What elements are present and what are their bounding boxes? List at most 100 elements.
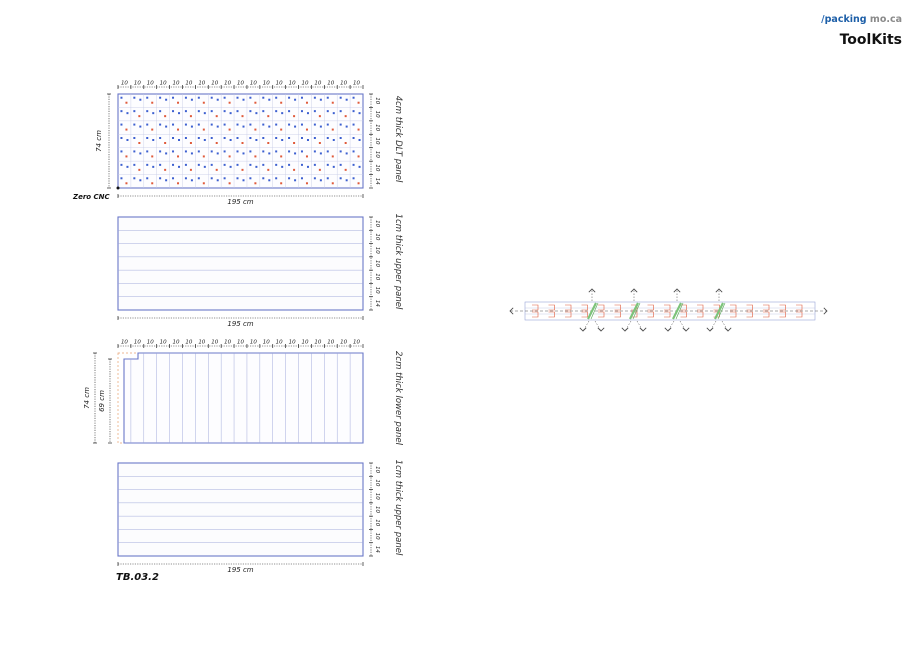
panel-upper-1-side-dim-label: 10: [374, 273, 380, 280]
panel-dlt-dowel-blue: [165, 98, 168, 101]
section-lift-arrow: [715, 288, 723, 293]
panel-dlt-dowel-red: [228, 182, 231, 185]
panel-dlt-dowel-blue: [236, 137, 239, 139]
panel-dlt-dowel-blue: [184, 150, 187, 153]
section-groove-edge: [675, 302, 684, 320]
panel-dlt-dowel-blue: [133, 163, 136, 166]
panel-dlt-dowel-red: [151, 182, 154, 185]
panel-dlt-dowel-red: [357, 101, 360, 104]
panel-dlt-dowel-blue: [262, 96, 265, 99]
panel-dlt-dowel-blue: [332, 165, 335, 168]
panel-dlt-dowel-blue: [133, 177, 136, 180]
panel-dlt-dowel-blue: [268, 98, 271, 101]
panel-dlt-dowel-blue: [159, 150, 162, 153]
panel-dlt-dowel-blue: [339, 137, 342, 139]
panel-dlt-dowel-blue: [294, 179, 297, 182]
panel-dlt-dowel-blue: [178, 112, 181, 115]
section-connector: [647, 304, 654, 318]
panel-dlt-dowel-blue: [159, 96, 162, 99]
panel-lower-top-dim-label: 10: [198, 340, 205, 346]
panel-dlt-dowel-blue: [172, 137, 175, 139]
panel-dlt-dowel-blue: [120, 96, 123, 99]
section-connector: [581, 304, 588, 318]
section-drop-line: [721, 320, 729, 332]
panel-dlt-dowel-red: [267, 142, 270, 144]
panel-dlt-top-dim-label: 10: [160, 81, 167, 87]
panel-dlt-top-dim-label: 10: [314, 81, 321, 87]
section-groove-edge: [717, 302, 726, 320]
panel-dlt-dowel-red: [318, 142, 321, 144]
panel-dlt-top-dim-label: 10: [276, 81, 283, 87]
panel-dlt-top-dim-label: 10: [173, 81, 180, 87]
panel-dlt-dowel-blue: [345, 152, 348, 155]
panel-dlt-dowel-blue: [229, 112, 232, 115]
panel-dlt-dowel-blue: [152, 165, 155, 168]
panel-dlt-dowel-blue: [288, 123, 291, 126]
panel-dlt-side-dim-label: 14: [374, 178, 380, 185]
panel-dlt-dowel-red: [241, 142, 244, 144]
panel-dlt-dowel-blue: [275, 110, 278, 113]
panel-dlt-zero-marker: [116, 186, 120, 190]
panel-dlt-dowel-blue: [345, 125, 348, 128]
panel-dlt-dowel-red: [293, 168, 296, 171]
panel-dlt-dowel-blue: [223, 96, 226, 99]
panel-dlt-dowel-blue: [255, 112, 258, 115]
panel-dlt-dowel-blue: [184, 177, 187, 180]
panel-lower-top-dim-label: 10: [314, 340, 321, 346]
panel-dlt-dowel-red: [344, 115, 347, 118]
panel-upper-2-title: 1cm thick upper panel: [393, 460, 403, 556]
panel-dlt-top-dim-label: 10: [121, 81, 128, 87]
panel-dlt-dowel-blue: [229, 139, 232, 141]
panel-dlt-dowel-red: [151, 155, 154, 158]
panel-dlt-dowel-blue: [294, 152, 297, 155]
panel-dlt-dowel-red: [215, 142, 218, 144]
panel-dlt-dowel-blue: [326, 96, 329, 99]
panel-dlt-dowel-blue: [197, 150, 200, 153]
panel-dlt-dowel-red: [125, 101, 128, 104]
panel-dlt-dowel-red: [305, 182, 308, 185]
panel-dlt-dowel-red: [215, 168, 218, 171]
panel-dlt-dowel-blue: [249, 163, 252, 166]
section-lift-arrow: [673, 288, 681, 293]
panel-dlt-dowel-blue: [120, 123, 123, 126]
logo-slash: /: [821, 14, 825, 25]
section-connector: [680, 304, 687, 318]
panel-dlt-top-dim-label: 10: [289, 81, 296, 87]
panel-dlt-dowel-blue: [306, 112, 309, 115]
panel-dlt-dowel-blue: [210, 96, 213, 99]
panel-dlt-dowel-blue: [159, 137, 162, 139]
panel-dlt-dowel-red: [305, 155, 308, 158]
panel-dlt-dowel-blue: [229, 165, 232, 168]
panel-dlt-dowel-blue: [339, 163, 342, 166]
panel-dlt-top-dim-label: 10: [147, 81, 154, 87]
panel-lower-top-dim-label: 10: [134, 340, 141, 346]
panel-dlt-dowel-blue: [319, 152, 322, 155]
panel-dlt-dowel-blue: [178, 165, 181, 168]
panel-upper-2-side-dim-label: 10: [374, 506, 380, 513]
section-drop-arrow: [597, 327, 605, 332]
panel-dlt-dowel-blue: [216, 152, 219, 155]
panel-dlt-dowel-red: [254, 128, 257, 131]
panel-upper-1-title: 1cm thick upper panel: [393, 214, 403, 310]
panel-dlt-dowel-blue: [306, 139, 309, 141]
panel-dlt-dowel-blue: [242, 152, 245, 155]
panel-dlt-dowel-blue: [210, 163, 213, 166]
panel-upper-2-width-label: 195 cm: [227, 566, 253, 574]
panel-upper-1-side-dim-label: 14: [374, 300, 380, 307]
panel-dlt-dowel-red: [189, 142, 192, 144]
panel-dlt-top-dim-label: 10: [327, 81, 334, 87]
panel-dlt-dowel-blue: [197, 163, 200, 166]
panel-dlt-top-dim-label: 10: [301, 81, 308, 87]
panel-dlt-dowel-blue: [326, 110, 329, 113]
panel-dlt-side-dim-label: 10: [374, 97, 380, 104]
panel-dlt-dowel-red: [177, 101, 180, 104]
panel-dlt-dowel-red: [228, 128, 231, 131]
panel-dlt-dowel-blue: [275, 150, 278, 153]
panel-upper-2-side-dim-label: 10: [374, 466, 380, 473]
panel-dlt-dowel-blue: [190, 152, 193, 155]
panel-dlt-side-dim-label: 10: [374, 164, 380, 171]
panel-lower-outer-height-label: 74 cm: [83, 387, 91, 409]
panel-dlt-dowel-blue: [203, 165, 206, 168]
panel-dlt-dowel-blue: [159, 177, 162, 180]
panel-lower-top-dim-label: 10: [340, 340, 347, 346]
